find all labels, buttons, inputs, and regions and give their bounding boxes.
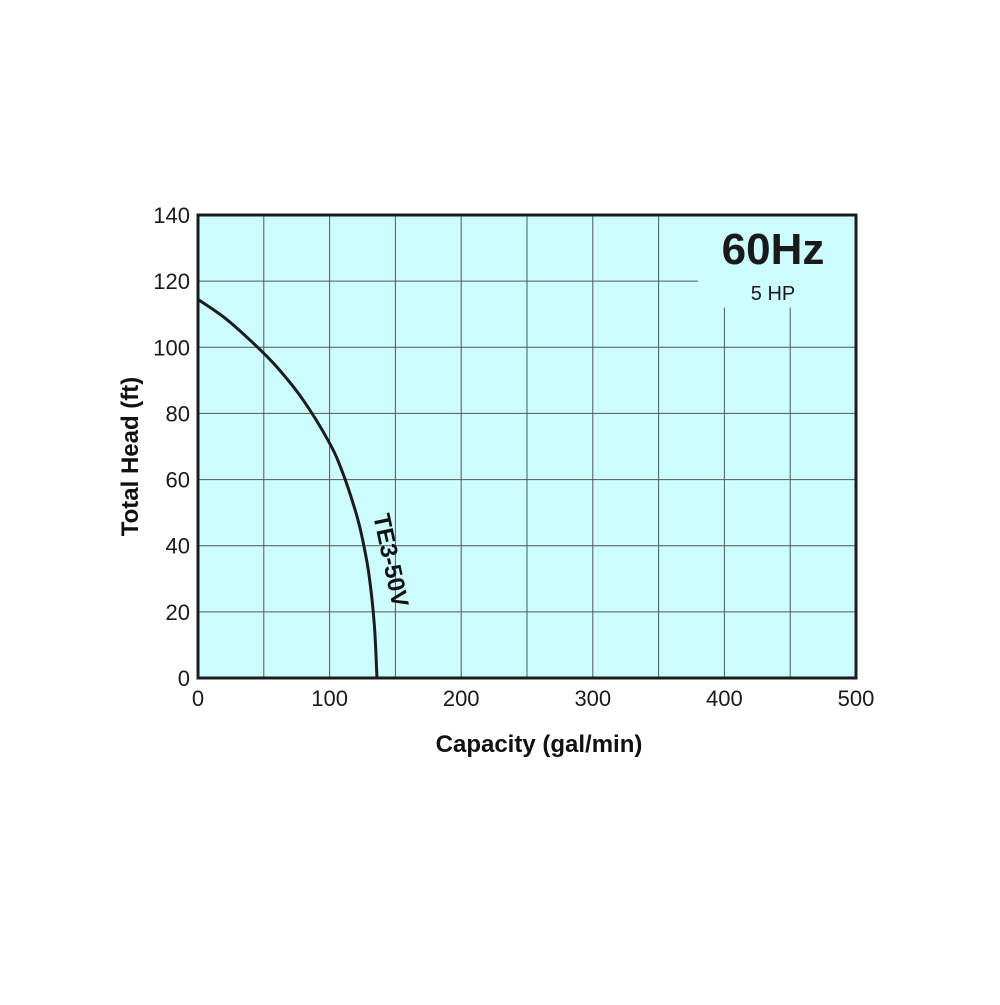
y-tick-label: 0 [178,666,190,691]
y-tick-label: 20 [166,600,190,625]
y-tick-label: 140 [153,203,190,228]
plot-frame [196,213,858,680]
y-tick-label: 120 [153,269,190,294]
x-tick-label: 0 [192,686,204,711]
y-tick-label: 40 [166,534,190,559]
tick-labels: 0 100 200 300 400 500 0 20 40 60 80 100 120 140 [153,203,874,711]
y-tick-label: 100 [153,335,190,360]
gridlines [198,215,856,678]
frequency-label: 60Hz [722,225,825,274]
x-axis-title: Capacity (gal/min) [436,731,643,758]
y-axis-title: Total Head (ft) [117,377,144,537]
x-tick-label: 200 [443,686,480,711]
x-tick-label: 100 [311,686,348,711]
y-tick-label: 60 [166,468,190,493]
x-tick-label: 300 [574,686,611,711]
x-tick-label: 500 [838,686,875,711]
y-tick-label: 80 [166,401,190,426]
series-layer [197,298,379,679]
power-label: 5 HP [751,283,795,305]
series-line-te3-50v [197,298,379,679]
x-tick-label: 400 [706,686,743,711]
